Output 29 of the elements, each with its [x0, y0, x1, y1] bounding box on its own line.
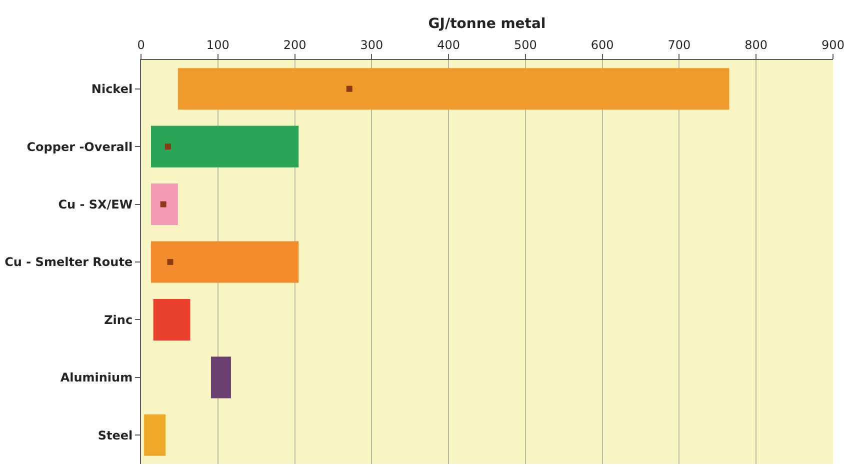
y-tick-label: Zinc: [104, 312, 133, 327]
bar: [144, 414, 166, 456]
y-tick-label: Steel: [98, 428, 133, 442]
x-tick-label: 300: [360, 38, 384, 52]
x-tick-label: 100: [206, 38, 230, 52]
y-tick-label: Cu - Smelter Route: [4, 255, 133, 270]
bar: [151, 126, 299, 168]
bar: [178, 68, 730, 110]
point: [160, 201, 166, 208]
point: [346, 86, 352, 92]
bar: [153, 298, 190, 340]
bar: [210, 356, 231, 398]
x-tick-label: 200: [283, 38, 306, 52]
x-tick-label: 600: [590, 38, 614, 52]
point: [164, 144, 171, 150]
x-tick-label: 0: [137, 38, 145, 52]
x-tick-label: 400: [437, 38, 460, 52]
x-tick-label: 800: [744, 38, 768, 52]
point: [167, 259, 174, 265]
x-tick-label: 700: [668, 38, 691, 52]
y-tick-label: Copper -Overall: [26, 140, 133, 154]
y-tick-label: Nickel: [91, 82, 133, 96]
bar: [151, 184, 178, 226]
y-tick-label: Aluminium: [60, 370, 133, 385]
x-tick-label: 500: [514, 38, 537, 52]
x-axis-title: GJ/tonne metal: [428, 16, 546, 32]
bar: [151, 241, 299, 283]
y-tick-label: Cu - SX/EW: [58, 197, 133, 212]
x-tick-label: 900: [822, 38, 844, 52]
